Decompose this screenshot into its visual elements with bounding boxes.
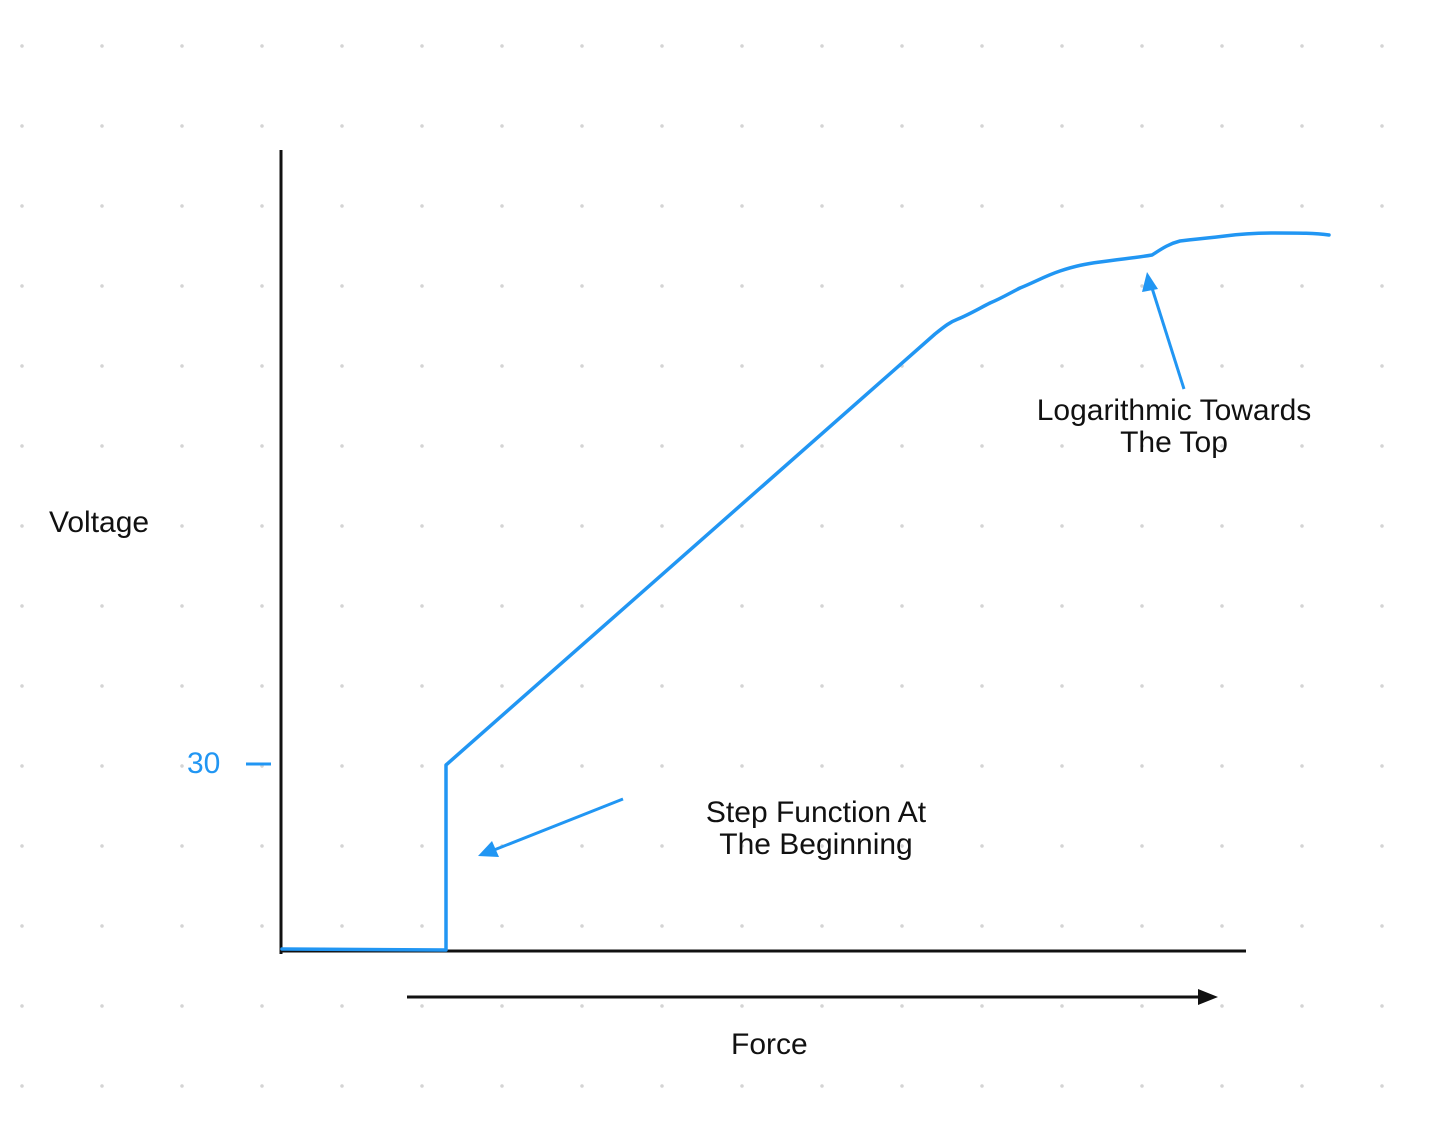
x-axis-label: Force bbox=[731, 1028, 808, 1061]
log-annotation-line2: The Top bbox=[1120, 426, 1228, 459]
log-annotation-arrowhead bbox=[1142, 272, 1158, 292]
step-annotation-line2: The Beginning bbox=[719, 828, 913, 861]
tick-label-30: 30 bbox=[187, 747, 221, 780]
step-annotation-arrow bbox=[493, 797, 624, 852]
step-annotation-text: Step Function At The Beginning bbox=[676, 797, 956, 861]
voltage-curve bbox=[280, 231, 1331, 952]
log-annotation-text: Logarithmic Towards The Top bbox=[1014, 395, 1334, 459]
log-annotation-arrow bbox=[1150, 287, 1186, 390]
y-axis-label: Voltage bbox=[49, 506, 150, 539]
step-annotation-line1: Step Function At bbox=[705, 796, 927, 829]
log-annotation-line1: Logarithmic Towards bbox=[1036, 394, 1312, 427]
force-direction-arrowhead bbox=[1198, 989, 1218, 1005]
step-annotation-arrowhead bbox=[478, 841, 499, 857]
